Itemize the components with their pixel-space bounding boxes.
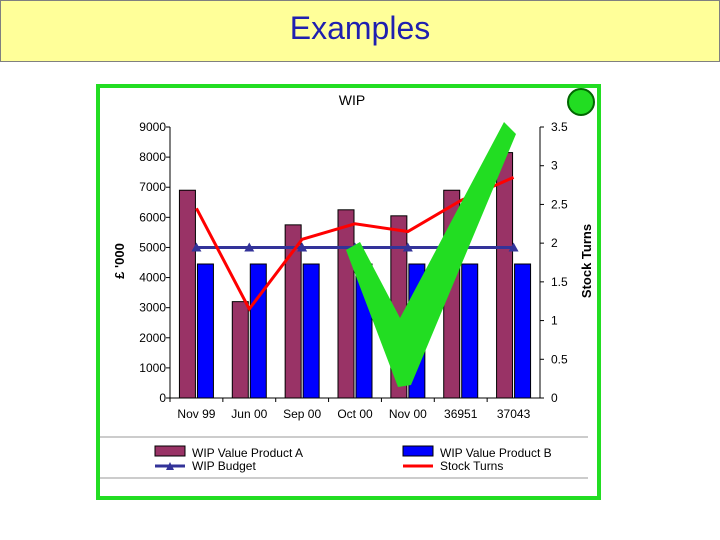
bar-product-a	[231, 301, 249, 399]
legend-label-stock-turns: Stock Turns	[440, 459, 503, 473]
legend-label-product-a: WIP Value Product A	[192, 446, 303, 460]
y2-tick-label: 1.5	[551, 275, 568, 289]
x-tick-label: Nov 99	[177, 407, 215, 421]
x-tick-label: Sep 00	[283, 407, 321, 421]
wip-budget-marker	[191, 242, 202, 252]
y-tick-label: 5000	[139, 240, 166, 254]
x-tick-label: 36951	[444, 407, 478, 421]
x-tick-label: Jun 00	[231, 407, 267, 421]
x-tick-label: Oct 00	[337, 407, 373, 421]
x-tick-label: 37043	[497, 407, 531, 421]
bar-product-b	[514, 263, 532, 399]
y2-tick-label: 0.5	[551, 352, 568, 366]
legend-swatch-product-a	[154, 445, 186, 457]
y-tick-label: 8000	[139, 150, 166, 164]
y-tick-label: 7000	[139, 180, 166, 194]
y2-tick-label: 1	[551, 314, 558, 328]
y-tick-label: 3000	[139, 301, 166, 315]
y2-tick-label: 3	[551, 159, 558, 173]
legend-label-product-b: WIP Value Product B	[440, 446, 552, 460]
bar-product-b	[196, 263, 214, 399]
status-circle-icon	[567, 88, 595, 116]
wip-budget-marker	[402, 242, 413, 252]
y-tick-label: 2000	[139, 331, 166, 345]
wip-budget-marker	[508, 242, 519, 252]
y-tick-label: 0	[159, 391, 166, 405]
y2-tick-label: 0	[551, 391, 558, 405]
slide-header	[0, 0, 720, 62]
bar-product-a	[337, 209, 355, 399]
y2-axis-label: Stock Turns	[579, 224, 594, 298]
y-tick-label: 6000	[139, 210, 166, 224]
chart-title: WIP	[339, 92, 365, 108]
y-tick-label: 4000	[139, 271, 166, 285]
y2-tick-label: 3.5	[551, 120, 568, 134]
checkmark-icon	[346, 122, 516, 387]
wip-budget-marker	[244, 242, 255, 252]
y-tick-label: 9000	[139, 120, 166, 134]
legend-marker-budget	[166, 462, 174, 470]
y-tick-label: 1000	[139, 361, 166, 375]
stock-turns-line	[195, 175, 515, 312]
legend-label-budget: WIP Budget	[192, 459, 256, 473]
slide-title: Examples	[289, 10, 431, 46]
bar-product-a	[178, 189, 196, 399]
bar-product-b	[461, 263, 479, 399]
y-axis-label: £ '000	[112, 243, 127, 279]
x-tick-label: Nov 00	[389, 407, 427, 421]
legend-swatch-product-b	[402, 445, 434, 457]
y2-tick-label: 2.5	[551, 197, 568, 211]
wip-budget-marker	[297, 242, 308, 252]
bar-product-b	[249, 263, 267, 399]
y2-tick-label: 2	[551, 236, 558, 250]
bar-product-b	[302, 263, 320, 399]
bar-product-a	[496, 152, 514, 399]
